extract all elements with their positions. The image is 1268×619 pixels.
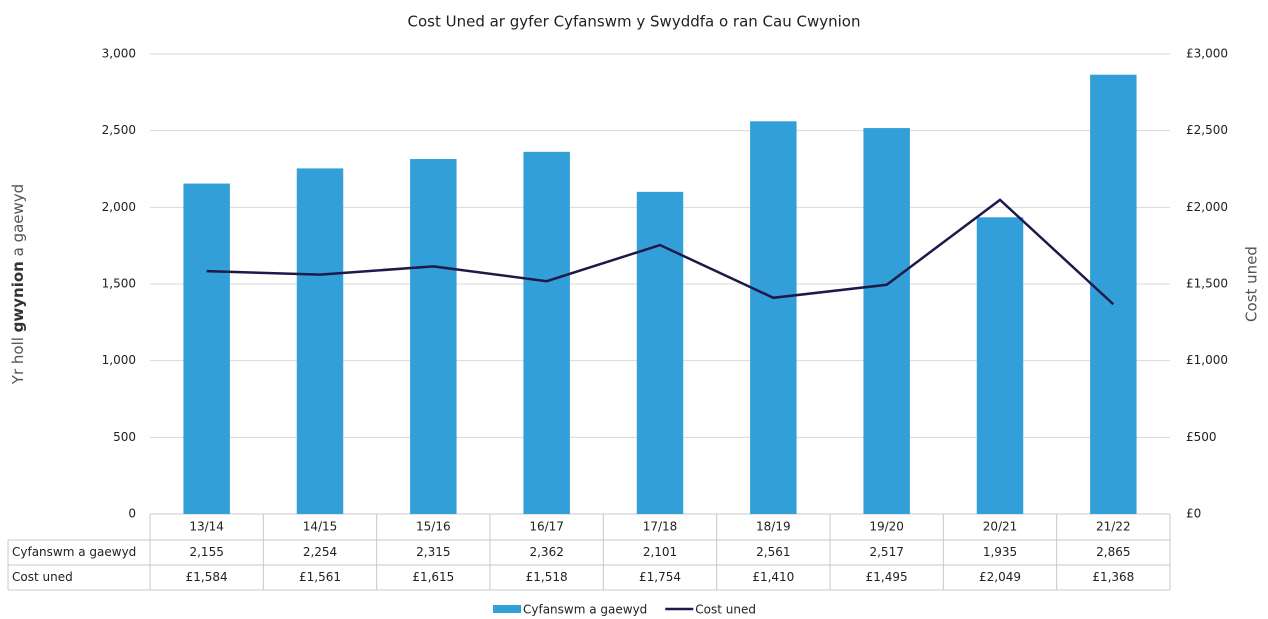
line bbox=[206, 198, 1115, 306]
table-cell: 2,517 bbox=[869, 545, 903, 559]
table-cell: 2,315 bbox=[416, 545, 450, 559]
table-cell: 1,935 bbox=[983, 545, 1017, 559]
y2-tick-label: £2,000 bbox=[1186, 200, 1228, 214]
y-tick-label: 2,500 bbox=[102, 123, 136, 137]
legend-label: Cost uned bbox=[695, 603, 756, 617]
table-cell: 2,101 bbox=[643, 545, 677, 559]
legend-label: Cyfanswm a gaewyd bbox=[523, 603, 647, 617]
x-tick-label: 21/22 bbox=[1096, 520, 1131, 534]
y-axis-title-part: a gaewyd bbox=[9, 184, 27, 261]
table-cell: £1,368 bbox=[1092, 570, 1134, 584]
table-cell: £1,615 bbox=[412, 570, 454, 584]
bar bbox=[1090, 74, 1137, 514]
table-cell: £1,584 bbox=[186, 570, 228, 584]
y2-tick-label: £2,500 bbox=[1186, 123, 1228, 137]
y-tick-label: 500 bbox=[113, 430, 136, 444]
y-axis-title-part: Yr holl bbox=[9, 332, 27, 385]
table-cell: £1,410 bbox=[752, 570, 794, 584]
table-cell: £1,561 bbox=[299, 570, 341, 584]
bar bbox=[296, 168, 344, 515]
y2-tick-label: £0 bbox=[1186, 507, 1201, 521]
table-row-label: Cyfanswm a gaewyd bbox=[12, 545, 136, 559]
table-cell: 2,865 bbox=[1096, 545, 1130, 559]
bar bbox=[523, 151, 570, 514]
x-tick-label: 15/16 bbox=[416, 520, 451, 534]
y-tick-label: 0 bbox=[128, 507, 136, 521]
y-tick-label: 1,500 bbox=[102, 277, 136, 291]
y2-tick-label: £500 bbox=[1186, 430, 1217, 444]
table-cell: 2,561 bbox=[756, 545, 790, 559]
table-cell: £1,495 bbox=[866, 570, 908, 584]
legend-swatch bbox=[493, 605, 521, 613]
bar bbox=[410, 159, 457, 515]
table-cell: 2,155 bbox=[189, 545, 223, 559]
bar bbox=[750, 121, 797, 515]
table-row-label: Cost uned bbox=[12, 570, 73, 584]
x-tick-label: 13/14 bbox=[189, 520, 224, 534]
table-cell: 2,362 bbox=[529, 545, 563, 559]
bar bbox=[636, 191, 684, 514]
y2-tick-label: £1,000 bbox=[1186, 353, 1228, 367]
x-tick-label: 18/19 bbox=[756, 520, 791, 534]
x-tick-label: 17/18 bbox=[643, 520, 678, 534]
y-tick-label: 2,000 bbox=[102, 200, 136, 214]
table-cell: £1,754 bbox=[639, 570, 681, 584]
x-tick-label: 16/17 bbox=[529, 520, 564, 534]
x-tick-label: 19/20 bbox=[869, 520, 904, 534]
bar bbox=[183, 183, 230, 515]
y2-axis-title: Cost uned bbox=[1243, 246, 1261, 322]
table-cell: £1,518 bbox=[526, 570, 568, 584]
y-axis-title-part: gwynion bbox=[9, 261, 27, 332]
table-cell: £2,049 bbox=[979, 570, 1021, 584]
bar bbox=[863, 128, 910, 514]
y-tick-label: 3,000 bbox=[102, 47, 136, 61]
chart-title: Cost Uned ar gyfer Cyfanswm y Swyddfa o … bbox=[408, 13, 861, 31]
x-tick-label: 14/15 bbox=[303, 520, 338, 534]
y2-tick-label: £3,000 bbox=[1186, 47, 1228, 61]
y-tick-label: 1,000 bbox=[102, 353, 136, 367]
bar bbox=[976, 217, 1024, 515]
y2-tick-label: £1,500 bbox=[1186, 277, 1228, 291]
x-tick-label: 20/21 bbox=[983, 520, 1018, 534]
table-cell: 2,254 bbox=[303, 545, 337, 559]
y-axis-title: Yr holl gwynion a gaewyd bbox=[9, 184, 27, 385]
